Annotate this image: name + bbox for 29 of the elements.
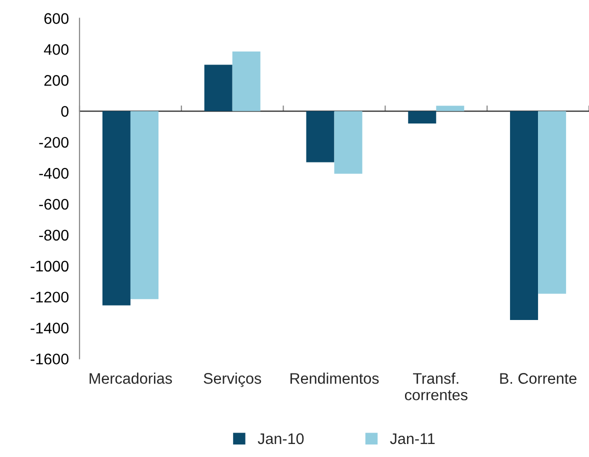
y-tick-label: -400 [39,168,69,179]
bar [232,52,260,112]
x-tick-label: Mercadorias [90,372,172,384]
bar [510,111,538,320]
legend-label: Jan-11 [390,433,435,444]
bar [204,64,232,112]
y-tick-label: 400 [44,44,69,55]
y-tick-label: -1000 [30,260,69,272]
bar [408,111,436,124]
bar [436,106,464,112]
bar [130,111,158,300]
y-tick-label: -200 [39,136,69,148]
x-tick-label: Serviços [204,372,262,387]
y-tick-label: -1200 [30,292,69,303]
y-tick-label: -600 [39,198,69,210]
y-tick-label: 0 [61,106,68,117]
legend-label: Jan-10 [258,433,304,444]
y-tick-label: -800 [39,230,69,241]
y-tick-label: 600 [44,13,69,24]
x-tick-label: Rendimentos [290,372,379,384]
bar [102,111,130,306]
bar [334,111,362,174]
x-tick-label: B. Corrente [500,373,576,384]
y-tick-label: -1400 [30,322,69,334]
x-tick-label: Transf. correntes [404,372,468,400]
bar [538,111,566,294]
y-tick-label: 200 [44,75,69,86]
y-tick-label: -1600 [30,354,69,364]
bar [306,111,334,162]
